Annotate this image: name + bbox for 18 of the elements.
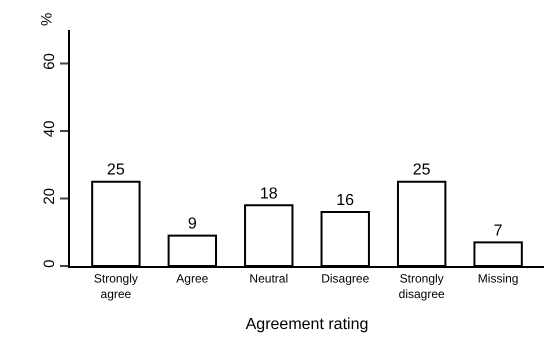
x-tick-label: Neutral (249, 271, 288, 286)
x-tick-label: Strongly agree (94, 271, 138, 301)
y-tick-label: 0 (41, 260, 58, 268)
y-tick-label: 40 (41, 120, 58, 138)
y-tick-label: 20 (41, 188, 58, 205)
x-tick-label: Strongly disagree (398, 271, 446, 301)
data-label: 16 (336, 192, 354, 210)
data-label: 25 (106, 162, 125, 179)
x-tick-label: Disagree (321, 271, 370, 286)
x-tick-label: Missing (478, 271, 518, 286)
data-label: 25 (412, 162, 431, 179)
data-label: 9 (188, 216, 197, 233)
y-tick-label: 60 (41, 53, 58, 70)
x-axis-title: Agreement rating (246, 316, 368, 334)
data-label: 7 (494, 222, 503, 240)
x-tick-label: Agree (176, 271, 209, 286)
y-axis-title: % (38, 12, 56, 26)
data-label: 18 (260, 185, 278, 202)
